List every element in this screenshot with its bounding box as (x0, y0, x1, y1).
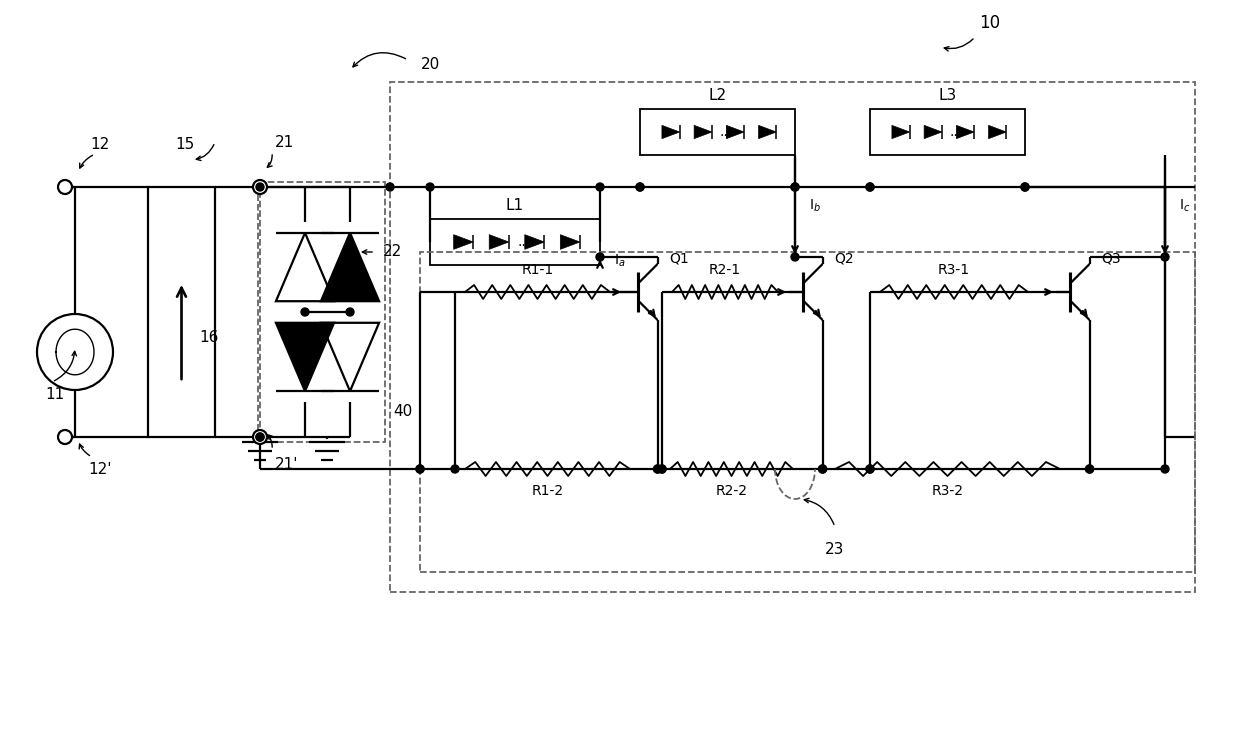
Text: Q2: Q2 (835, 252, 854, 266)
Polygon shape (892, 125, 910, 139)
Text: 22: 22 (383, 245, 402, 260)
Text: R3-2: R3-2 (931, 484, 963, 498)
Circle shape (301, 308, 309, 316)
Circle shape (1021, 183, 1029, 191)
Text: I$_b$: I$_b$ (808, 198, 821, 214)
Text: ..: .. (719, 125, 728, 139)
Circle shape (866, 465, 874, 473)
Bar (148, 187, 215, 437)
Circle shape (1161, 253, 1169, 261)
Circle shape (255, 183, 264, 191)
Text: 23: 23 (825, 542, 844, 557)
Circle shape (866, 183, 874, 191)
Text: Q1: Q1 (670, 252, 689, 266)
Circle shape (1161, 465, 1169, 473)
Polygon shape (321, 233, 379, 301)
Text: 21': 21' (275, 457, 299, 472)
Circle shape (658, 465, 666, 473)
Bar (640, 109, 795, 155)
Circle shape (636, 183, 644, 191)
Text: 11: 11 (45, 387, 64, 402)
Polygon shape (490, 234, 508, 249)
Text: 16: 16 (200, 329, 219, 344)
Circle shape (818, 465, 827, 473)
Circle shape (791, 183, 799, 191)
Circle shape (791, 183, 799, 191)
Circle shape (1085, 465, 1094, 473)
Circle shape (791, 253, 799, 261)
Bar (420, 252, 1195, 572)
Text: L3: L3 (939, 88, 956, 102)
Polygon shape (924, 125, 942, 139)
Circle shape (415, 465, 424, 473)
Circle shape (636, 183, 644, 191)
Circle shape (415, 465, 424, 473)
Circle shape (866, 465, 874, 473)
Text: I$_c$: I$_c$ (1179, 198, 1190, 214)
Text: 15: 15 (175, 137, 195, 152)
Text: I$_a$: I$_a$ (614, 253, 625, 269)
Circle shape (253, 430, 267, 444)
Text: ..: .. (950, 125, 959, 139)
Text: 21: 21 (275, 135, 294, 150)
Polygon shape (988, 125, 1007, 139)
Polygon shape (277, 323, 334, 391)
Text: R1-1: R1-1 (521, 263, 553, 277)
Bar (430, 219, 600, 265)
Circle shape (346, 308, 353, 316)
Circle shape (658, 465, 666, 473)
Bar (870, 109, 1025, 155)
Circle shape (386, 183, 394, 191)
Text: L1: L1 (506, 197, 525, 212)
Polygon shape (525, 234, 544, 249)
Circle shape (653, 465, 662, 473)
Polygon shape (694, 125, 712, 139)
Text: R1-2: R1-2 (532, 484, 563, 498)
Bar (258, 182, 384, 442)
Bar (391, 82, 1195, 592)
Circle shape (58, 430, 72, 444)
Circle shape (818, 465, 827, 473)
Circle shape (866, 183, 874, 191)
Polygon shape (454, 234, 474, 249)
Text: ..: .. (517, 235, 526, 249)
Circle shape (255, 433, 264, 441)
Circle shape (427, 183, 434, 191)
Circle shape (1021, 183, 1029, 191)
Text: L2: L2 (708, 88, 727, 102)
Polygon shape (560, 234, 580, 249)
Text: R2-2: R2-2 (715, 484, 748, 498)
Circle shape (596, 183, 604, 191)
Polygon shape (662, 125, 680, 139)
Text: 10: 10 (980, 14, 1001, 32)
Circle shape (653, 465, 662, 473)
Circle shape (596, 253, 604, 261)
Circle shape (451, 465, 459, 473)
Circle shape (255, 433, 264, 441)
Text: R3-1: R3-1 (937, 263, 970, 277)
Circle shape (253, 180, 267, 194)
Polygon shape (956, 125, 975, 139)
Text: 12': 12' (88, 462, 112, 477)
Circle shape (58, 180, 72, 194)
Text: 20: 20 (420, 57, 440, 72)
Circle shape (1085, 465, 1094, 473)
Text: R2-1: R2-1 (709, 263, 742, 277)
Polygon shape (727, 125, 744, 139)
Text: Q3: Q3 (1101, 252, 1121, 266)
Polygon shape (759, 125, 776, 139)
Text: 12: 12 (91, 137, 109, 152)
Text: 40: 40 (393, 404, 412, 419)
